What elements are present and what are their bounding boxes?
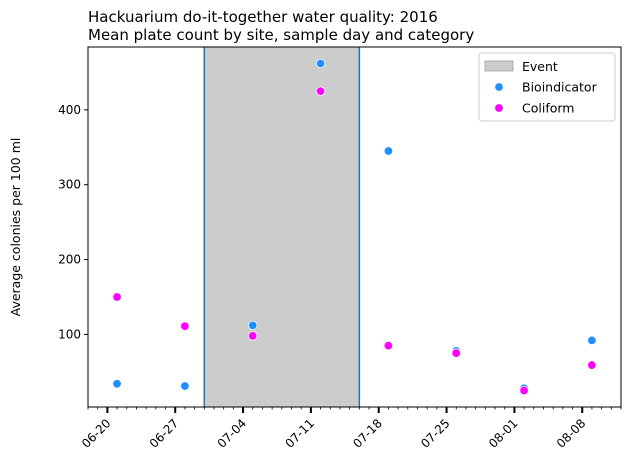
legend-event-label: Event [522, 59, 558, 74]
chart-subtitle: Mean plate count by site, sample day and… [88, 26, 474, 44]
y-tick-label: 100 [58, 327, 81, 341]
coliform-point [315, 86, 326, 96]
event-span [204, 47, 360, 407]
chart-title: Hackuarium do-it-together water quality:… [88, 8, 438, 26]
bioindicator-point [112, 379, 122, 389]
bioindicator-point [248, 320, 258, 331]
legend-bioindicator-marker [494, 82, 504, 92]
x-tick-label: 08-08 [554, 416, 589, 451]
bioindicator-point [587, 335, 597, 346]
y-tick-label: 300 [58, 178, 81, 192]
coliform-point [519, 385, 529, 396]
coliform-point [587, 360, 597, 370]
x-tick-label: 07-25 [418, 416, 453, 451]
y-axis-label: Average colonies per 100 ml [8, 138, 23, 317]
coliform-point [383, 340, 394, 351]
x-tick-label: 07-11 [282, 416, 317, 451]
coliform-point [248, 331, 258, 341]
legend: Event Bioindicator Coliform [478, 52, 616, 122]
x-tick-label: 07-04 [215, 416, 250, 451]
x-tick-label: 06-27 [147, 416, 182, 451]
y-tick-label: 400 [58, 103, 81, 117]
legend-bioindicator-label: Bioindicator [522, 80, 598, 95]
legend-coliform-label: Coliform [522, 101, 574, 116]
x-tick-label: 07-18 [350, 416, 385, 451]
legend-event-swatch [484, 60, 514, 72]
plot-frame [87, 46, 622, 408]
bioindicator-point [315, 58, 326, 69]
coliform-point [180, 321, 190, 331]
y-tick-label: 200 [58, 253, 81, 267]
bioindicator-point [180, 381, 190, 391]
coliform-point [112, 292, 122, 302]
x-tick-label: 06-20 [79, 416, 114, 451]
coliform-point [451, 348, 461, 358]
bioindicator-point [383, 146, 394, 156]
legend-coliform-marker [494, 103, 504, 113]
x-tick-label: 08-01 [486, 416, 521, 451]
